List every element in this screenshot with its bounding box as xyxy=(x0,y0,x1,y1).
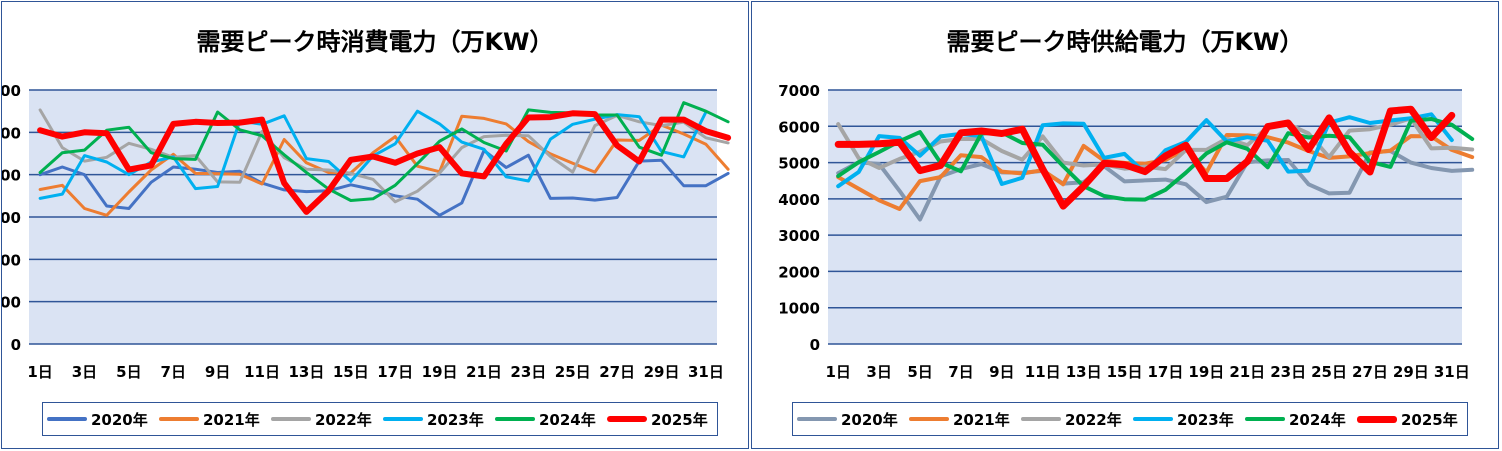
x-tick-label: 19日 xyxy=(422,363,458,381)
x-tick-label: 7日 xyxy=(161,363,186,381)
x-tick-label: 1日 xyxy=(826,363,851,381)
x-tick-label: 17日 xyxy=(377,363,413,381)
chart-title: 需要ピーク時供給電力（万KW） xyxy=(946,28,1304,56)
x-tick-label: 15日 xyxy=(333,363,369,381)
x-tick-label: 23日 xyxy=(510,363,546,381)
legend-swatch xyxy=(495,417,535,421)
x-tick-label: 7日 xyxy=(948,363,973,381)
x-tick-label: 5日 xyxy=(116,363,141,381)
x-tick-label: 1日 xyxy=(27,363,52,381)
y-tick-label: 2000 xyxy=(2,251,21,269)
x-tick-label: 27日 xyxy=(1352,363,1388,381)
x-tick-label: 13日 xyxy=(288,363,324,381)
chart-title: 需要ピーク時消費電力（万KW） xyxy=(196,28,554,56)
legend-label: 2024年 xyxy=(539,411,596,429)
y-tick-label: 6000 xyxy=(2,82,21,100)
legend-swatch xyxy=(1021,417,1061,421)
y-tick-label: 0 xyxy=(11,336,21,354)
x-tick-label: 3日 xyxy=(866,363,891,381)
x-tick-label: 3日 xyxy=(72,363,97,381)
legend-label: 2020年 xyxy=(91,411,148,429)
legend-label: 2020年 xyxy=(841,411,898,429)
legend-swatch xyxy=(1133,417,1173,421)
x-tick-label: 29日 xyxy=(1393,363,1429,381)
supply-chart-panel: 需要ピーク時供給電力（万KW） 0 1000 2000 3000 4000 5000 600… xyxy=(751,1,1499,449)
legend-label: 2022年 xyxy=(1065,411,1122,429)
legend-swatch xyxy=(797,417,837,421)
y-tick-label: 4000 xyxy=(778,191,820,209)
consumption-chart-panel: 需要ピーク時消費電力（万KW） 0 1000 2000 3000 4000 5000 600… xyxy=(1,1,749,449)
x-tick-label: 11日 xyxy=(1025,363,1061,381)
x-tick-label: 15日 xyxy=(1107,363,1143,381)
y-tick-label: 5000 xyxy=(778,155,820,173)
x-tick-label: 31日 xyxy=(688,363,724,381)
legend-swatch xyxy=(47,417,87,421)
x-tick-label: 9日 xyxy=(989,363,1014,381)
x-tick-label: 29日 xyxy=(644,363,680,381)
legend-swatch xyxy=(607,416,647,422)
legend-swatch xyxy=(159,417,199,421)
y-tick-label: 5000 xyxy=(2,124,21,142)
y-tick-label: 0 xyxy=(810,336,820,354)
y-tick-label: 1000 xyxy=(778,300,820,318)
y-tick-label: 3000 xyxy=(2,209,21,227)
x-tick-label: 9日 xyxy=(205,363,230,381)
y-tick-label: 7000 xyxy=(778,82,820,100)
legend-label: 2023年 xyxy=(427,411,484,429)
supply-chart-svg: 0 1000 2000 3000 4000 5000 6000 7000 1日 3日 5日 7日 9日 1… xyxy=(778,82,1475,381)
x-tick-label: 17日 xyxy=(1148,363,1184,381)
legend-label: 2025年 xyxy=(1401,411,1458,429)
chart-legend: 2020年 2021年 2022年 2023年 2024年 2025年 xyxy=(792,402,1468,436)
x-tick-label: 27日 xyxy=(599,363,635,381)
legend-label: 2025年 xyxy=(651,411,708,429)
legend-swatch xyxy=(383,417,423,421)
legend-label: 2024年 xyxy=(1289,411,1346,429)
legend-swatch xyxy=(1357,415,1397,423)
x-tick-label: 31日 xyxy=(1434,363,1470,381)
legend-swatch xyxy=(909,417,949,421)
x-tick-label: 25日 xyxy=(555,363,591,381)
y-tick-label: 4000 xyxy=(2,167,21,185)
y-tick-label: 2000 xyxy=(778,263,820,281)
consumption-chart-svg: 0 1000 2000 3000 4000 5000 6000 1日 3日 5日 7日 9日 11日 13… xyxy=(2,82,732,381)
y-tick-label: 1000 xyxy=(2,294,21,312)
series-line-2025年 xyxy=(834,105,1456,210)
y-tick-label: 6000 xyxy=(778,118,820,136)
legend-label: 2021年 xyxy=(203,411,260,429)
legend-label: 2021年 xyxy=(953,411,1010,429)
chart-legend: 2020年 2021年 2022年 2023年 2024年 2025年 xyxy=(42,402,718,436)
x-tick-label: 23日 xyxy=(1270,363,1306,381)
series-line-2025年 xyxy=(37,110,732,215)
x-tick-label: 13日 xyxy=(1066,363,1102,381)
plot-area xyxy=(828,90,1462,344)
x-tick-label: 21日 xyxy=(466,363,502,381)
x-tick-label: 21日 xyxy=(1229,363,1265,381)
x-tick-label: 25日 xyxy=(1311,363,1347,381)
y-tick-label: 3000 xyxy=(778,227,820,245)
legend-swatch xyxy=(1245,417,1285,421)
legend-label: 2023年 xyxy=(1177,411,1234,429)
x-tick-label: 11日 xyxy=(244,363,280,381)
legend-label: 2022年 xyxy=(315,411,372,429)
x-tick-label: 5日 xyxy=(907,363,932,381)
x-tick-label: 19日 xyxy=(1188,363,1224,381)
legend-swatch xyxy=(271,417,311,421)
